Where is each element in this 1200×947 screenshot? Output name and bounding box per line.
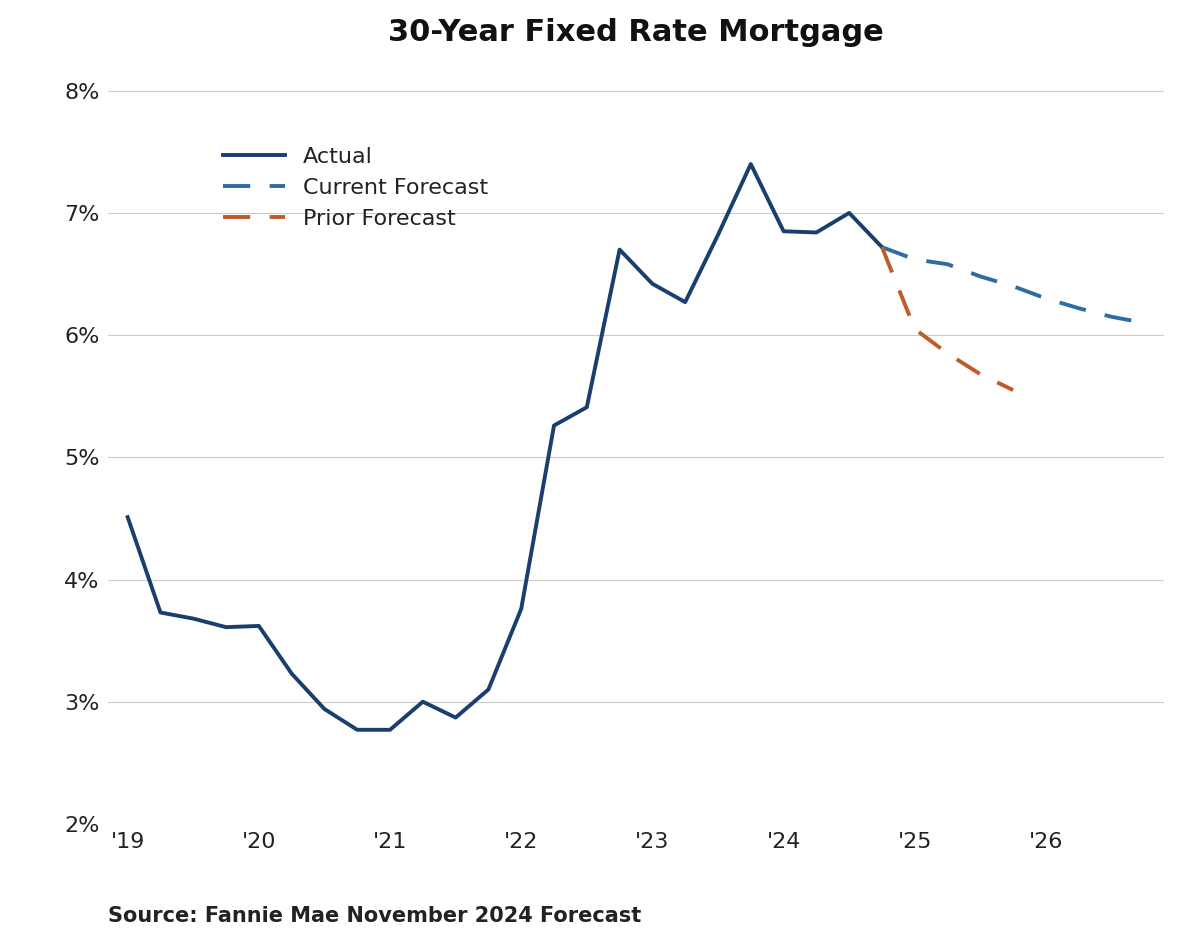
Legend: Actual, Current Forecast, Prior Forecast: Actual, Current Forecast, Prior Forecast	[214, 138, 497, 238]
Text: Source: Fannie Mae November 2024 Forecast: Source: Fannie Mae November 2024 Forecas…	[108, 906, 641, 926]
Title: 30-Year Fixed Rate Mortgage: 30-Year Fixed Rate Mortgage	[388, 18, 884, 47]
